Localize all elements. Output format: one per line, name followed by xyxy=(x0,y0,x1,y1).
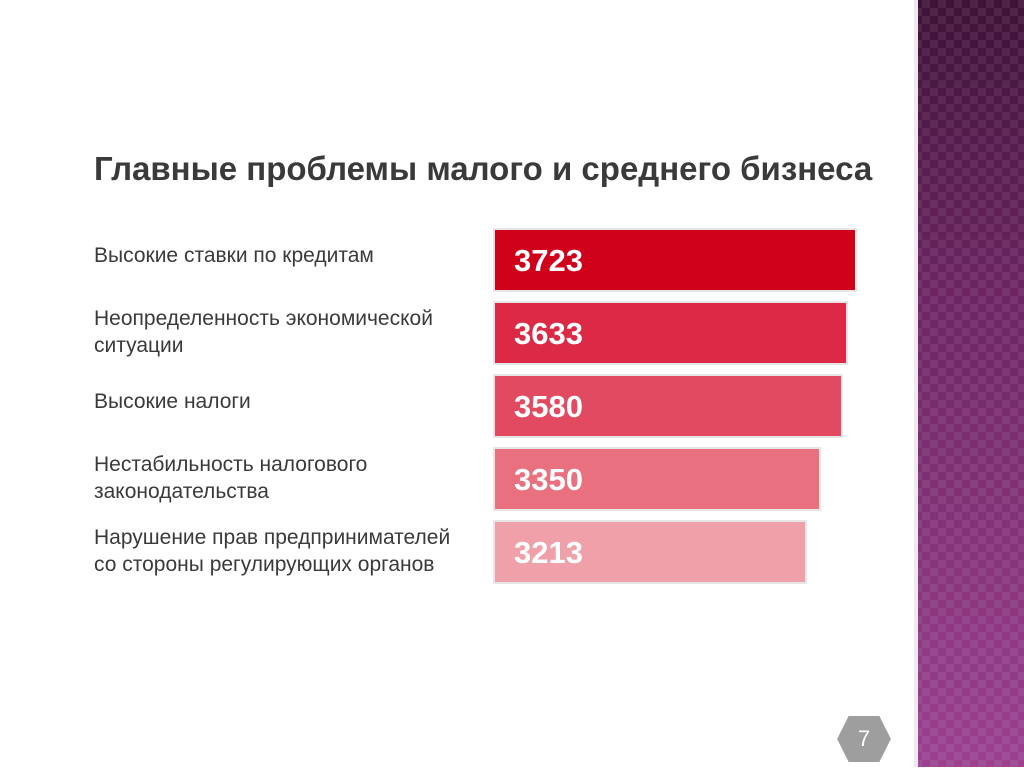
bar-3 xyxy=(493,374,843,438)
chart-title: Главные проблемы малого и среднего бизне… xyxy=(94,150,873,187)
bar-value-label-2: 3633 xyxy=(514,316,583,351)
side-panel-edge xyxy=(914,0,918,767)
category-label-1: Высокие ставки по кредитам xyxy=(94,244,374,267)
category-label-line: законодательства xyxy=(94,480,269,503)
category-label-line: Неопределенность экономической xyxy=(94,307,433,330)
category-label-3: Высокие налоги xyxy=(94,390,251,413)
bar-value-label-4: 3350 xyxy=(514,462,583,497)
bar-chart: Главные проблемы малого и среднего бизне… xyxy=(94,150,873,584)
bar-5 xyxy=(493,520,807,584)
category-label-line: Нарушение прав предпринимателей xyxy=(94,526,450,549)
bar-value-label-1: 3723 xyxy=(514,243,583,278)
category-label-4: Нестабильность налогового законодательств… xyxy=(94,453,367,503)
bar-value-label-5: 3213 xyxy=(514,535,583,570)
bar-2 xyxy=(493,301,848,365)
category-label-2: Неопределенность экономической ситуации xyxy=(94,307,433,357)
category-label-line: ситуации xyxy=(94,334,184,357)
category-label-line: Нестабильность налогового xyxy=(94,453,367,476)
page-number: 7 xyxy=(857,726,871,751)
decorative-side-panel xyxy=(914,0,1024,767)
category-label-line: Высокие налоги xyxy=(94,390,251,413)
bar-4 xyxy=(493,447,821,511)
page-number-hexagon-icon xyxy=(834,714,894,764)
category-label-5: Нарушение прав предпринимателей со сторон… xyxy=(94,526,450,576)
category-label-line: Высокие ставки по кредитам xyxy=(94,244,374,267)
bar-1 xyxy=(493,228,857,292)
page-number-badge: 7 xyxy=(834,713,894,765)
slide-area: Главные проблемы малого и среднего бизне… xyxy=(94,150,873,584)
bar-value-label-3: 3580 xyxy=(514,389,583,424)
category-label-line: со стороны регулирующих органов xyxy=(94,553,434,576)
